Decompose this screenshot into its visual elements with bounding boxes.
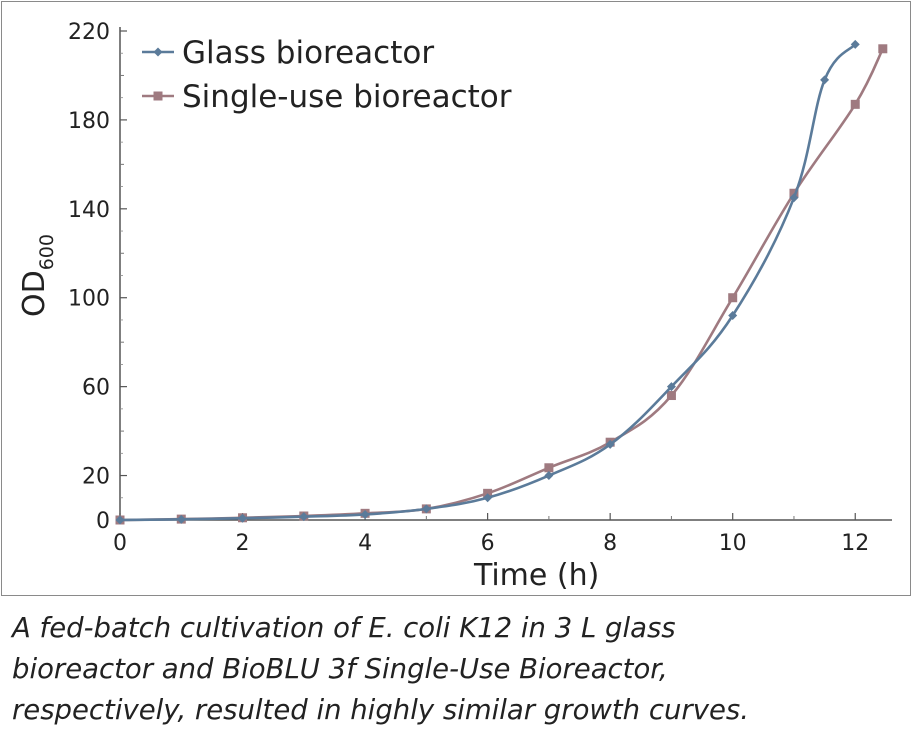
caption-line-3: respectively, resulted in highly similar…: [12, 694, 749, 726]
data-point-glass: [728, 311, 738, 321]
data-point-single-use: [850, 99, 860, 109]
x-tick-label: 12: [841, 531, 869, 556]
series-line-glass: [118, 43, 857, 522]
data-point-glass: [666, 382, 676, 392]
legend-label: Glass bioreactor: [182, 35, 434, 71]
caption-line-2: bioreactor and BioBLU 3f Single-Use Bior…: [12, 653, 668, 685]
chart-frame: 0 2 4 6 8 10 12 0 20 60 100 140 180 220 Time (h) OD600 G…: [1, 1, 911, 596]
data-point-glass: [238, 513, 248, 523]
x-tick-label: 10: [719, 531, 747, 556]
x-tick-label: 2: [236, 531, 250, 556]
y-axis-title: OD600: [17, 234, 58, 317]
x-tick-label: 4: [358, 531, 372, 556]
data-point-glass: [483, 493, 493, 503]
data-point-single-use: [666, 391, 676, 401]
legend-label: Single-use bioreactor: [182, 79, 512, 115]
y-tick-label: 180: [68, 109, 110, 134]
y-tick-label: 100: [68, 287, 110, 312]
data-point-glass: [544, 471, 554, 481]
data-point-glass: [421, 504, 431, 514]
y-tick-label: 140: [68, 198, 110, 223]
data-point-glass: [789, 193, 799, 203]
legend-marker: [153, 91, 163, 101]
x-tick-label: 6: [481, 531, 495, 556]
x-axis-title: Time (h): [473, 558, 599, 593]
series-line-single-use: [118, 47, 885, 522]
legend-marker: [153, 47, 163, 57]
growth-chart: 0 2 4 6 8 10 12 0 20 60 100 140 180 220 Time (h) OD600 G…: [17, 20, 892, 593]
y-tick-label: 20: [82, 465, 110, 490]
data-point-single-use: [878, 44, 888, 54]
data-point-single-use: [728, 293, 738, 303]
data-point-glass: [299, 512, 309, 522]
x-tick-label: 0: [113, 531, 127, 556]
data-point-glass: [605, 439, 615, 449]
data-point-glass: [115, 515, 125, 525]
data-point-glass: [850, 39, 860, 49]
caption-line-1: A fed-batch cultivation of E. coli K12 i…: [12, 612, 676, 644]
data-point-glass: [176, 514, 186, 524]
y-tick-label: 0: [96, 509, 110, 534]
x-tick-label: 8: [603, 531, 617, 556]
data-point-single-use: [544, 463, 554, 473]
y-tick-label: 220: [68, 20, 110, 45]
data-point-glass: [820, 75, 830, 85]
data-point-glass: [360, 509, 370, 519]
figure-caption: A fed-batch cultivation of E. coli K12 i…: [12, 608, 912, 731]
y-tick-label: 60: [82, 376, 110, 401]
